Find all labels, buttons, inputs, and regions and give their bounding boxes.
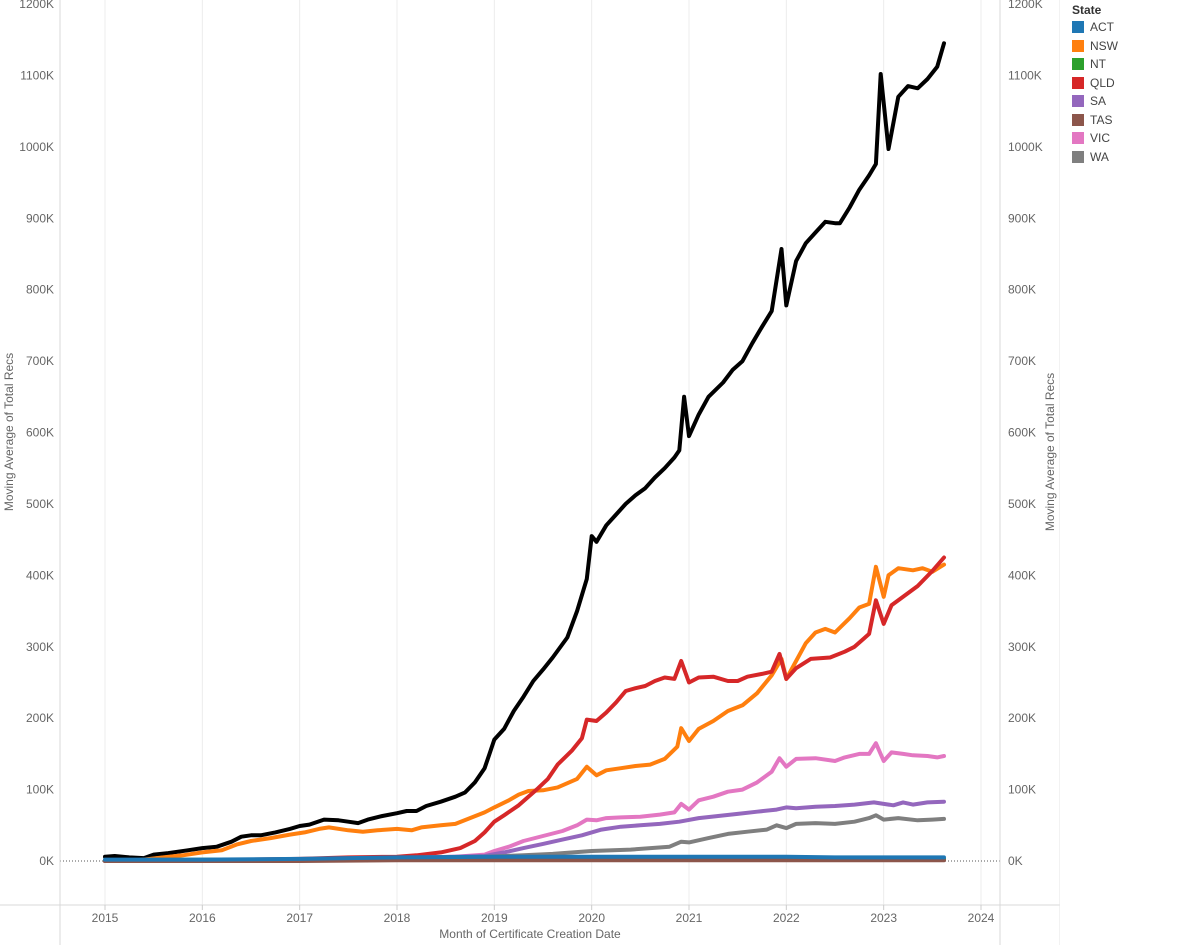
y-tick-label-left: 500K bbox=[26, 497, 54, 511]
x-tick-label: 2020 bbox=[578, 911, 605, 925]
legend-item-vic[interactable]: VIC bbox=[1072, 129, 1118, 148]
legend-label: VIC bbox=[1090, 131, 1111, 146]
legend-item-nsw[interactable]: NSW bbox=[1072, 37, 1118, 56]
axes: 2015 2016 2017 2018 2019 2020 2021 2022 2023 2024… bbox=[0, 0, 1060, 945]
series-line-2[interactable] bbox=[103, 555, 946, 863]
legend-item-qld[interactable]: QLD bbox=[1072, 74, 1118, 93]
line-chart: 2015 2016 2017 2018 2019 2020 2021 2022 2023 2024… bbox=[0, 0, 1060, 945]
legend-swatch bbox=[1072, 21, 1084, 34]
y-tick-label-left: 100K bbox=[26, 783, 54, 797]
legend-swatch bbox=[1072, 132, 1084, 145]
legend-label: ACT bbox=[1090, 20, 1114, 35]
legend-swatch bbox=[1072, 58, 1084, 71]
legend: State ACT NSW NT QLD SA TAS VIC WA bbox=[1072, 2, 1118, 166]
y-tick-label-right: 700K bbox=[1008, 354, 1036, 368]
x-tick-label: 2021 bbox=[676, 911, 703, 925]
legend-label: NSW bbox=[1090, 38, 1118, 53]
legend-swatch bbox=[1072, 113, 1084, 126]
legend-title: State bbox=[1072, 3, 1102, 17]
legend-label: SA bbox=[1090, 94, 1107, 109]
y-tick-label-left: 1200K bbox=[19, 0, 54, 11]
series bbox=[103, 41, 946, 863]
y-tick-label-right: 600K bbox=[1008, 426, 1036, 440]
y-tick-label-right: 500K bbox=[1008, 497, 1036, 511]
x-tick-label: 2018 bbox=[384, 911, 411, 925]
series-line-5[interactable] bbox=[103, 813, 946, 863]
y-tick-label-right: 100K bbox=[1008, 783, 1036, 797]
x-tick-label: 2024 bbox=[968, 911, 995, 925]
legend-item-wa[interactable]: WA bbox=[1072, 148, 1118, 167]
series-line-0[interactable] bbox=[103, 41, 946, 861]
y-tick-label-left: 400K bbox=[26, 568, 54, 582]
legend-item-nt[interactable]: NT bbox=[1072, 55, 1118, 74]
y-tick-label-right: 200K bbox=[1008, 711, 1036, 725]
y-tick-label-right: 0K bbox=[1008, 854, 1023, 868]
y-tick-label-right: 400K bbox=[1008, 568, 1036, 582]
legend-label: WA bbox=[1090, 149, 1109, 164]
legend-label: TAS bbox=[1090, 112, 1113, 127]
series-line-8[interactable] bbox=[103, 854, 946, 862]
y-tick-label-right: 300K bbox=[1008, 640, 1036, 654]
grid bbox=[60, 0, 1000, 905]
y-tick-label-right: 800K bbox=[1008, 283, 1036, 297]
legend-label: QLD bbox=[1090, 75, 1115, 90]
y-axis-title-right: Moving Average of Total Recs bbox=[1043, 373, 1057, 531]
y-tick-label-left: 800K bbox=[26, 283, 54, 297]
y-tick-label-left: 1000K bbox=[19, 140, 54, 154]
x-tick-label: 2016 bbox=[189, 911, 216, 925]
legend-swatch bbox=[1072, 150, 1084, 163]
x-tick-label: 2017 bbox=[286, 911, 313, 925]
legend-items: ACT NSW NT QLD SA TAS VIC WA bbox=[1072, 18, 1118, 166]
y-tick-label-right: 1200K bbox=[1008, 0, 1043, 11]
series-line-4[interactable] bbox=[103, 799, 946, 863]
legend-swatch bbox=[1072, 95, 1084, 108]
x-tick-label: 2022 bbox=[773, 911, 800, 925]
y-tick-label-left: 0K bbox=[39, 854, 54, 868]
y-tick-label-left: 300K bbox=[26, 640, 54, 654]
y-tick-label-right: 900K bbox=[1008, 211, 1036, 225]
y-tick-label-right: 1100K bbox=[1008, 68, 1042, 82]
legend-item-act[interactable]: ACT bbox=[1072, 18, 1118, 37]
y-tick-label-left: 200K bbox=[26, 711, 54, 725]
legend-label: NT bbox=[1090, 57, 1106, 72]
x-tick-label: 2015 bbox=[92, 911, 119, 925]
y-tick-label-left: 600K bbox=[26, 426, 54, 440]
x-axis-title: Month of Certificate Creation Date bbox=[439, 927, 621, 941]
y-tick-label-left: 700K bbox=[26, 354, 54, 368]
series-line-3[interactable] bbox=[103, 741, 946, 863]
y-tick-label-right: 1000K bbox=[1008, 140, 1043, 154]
series-line-1[interactable] bbox=[103, 562, 946, 863]
legend-item-sa[interactable]: SA bbox=[1072, 92, 1118, 111]
legend-swatch bbox=[1072, 76, 1084, 89]
y-axis-title-left: Moving Average of Total Recs bbox=[2, 353, 16, 511]
x-tick-label: 2023 bbox=[870, 911, 897, 925]
y-tick-label-left: 1100K bbox=[20, 68, 54, 82]
legend-swatch bbox=[1072, 39, 1084, 52]
x-tick-label: 2019 bbox=[481, 911, 508, 925]
legend-item-tas[interactable]: TAS bbox=[1072, 111, 1118, 130]
y-tick-label-left: 900K bbox=[26, 211, 54, 225]
